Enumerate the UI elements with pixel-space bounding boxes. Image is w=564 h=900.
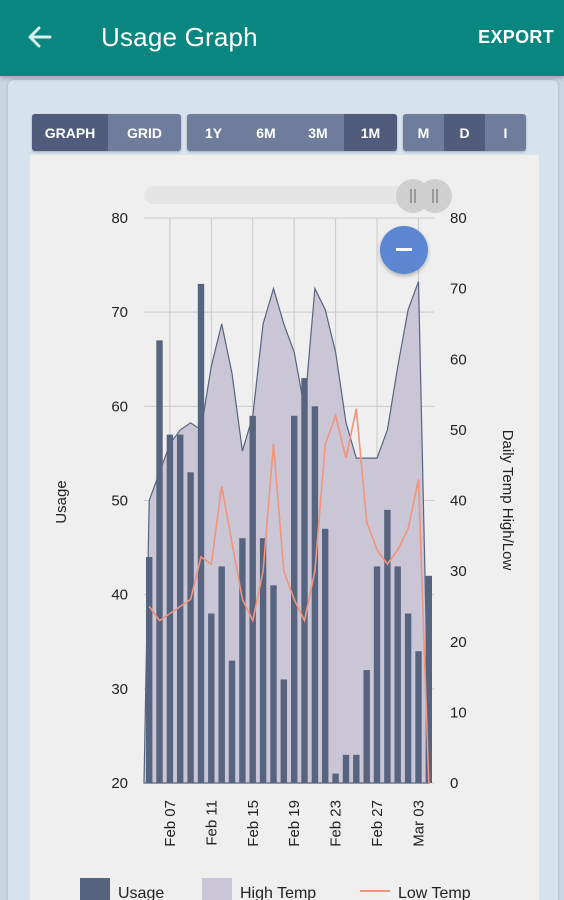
usage-bar [249,415,256,784]
back-button[interactable] [20,18,60,58]
y2-tick-label: 80 [450,210,467,227]
x-tick-label: Mar 03 [410,800,427,847]
usage-bar [259,538,267,783]
drag-handle-icon [432,189,438,203]
low-temp-line [148,408,430,784]
y2-tick-label: 0 [450,775,458,792]
y-tick-label: 70 [111,304,128,321]
usage-bar [353,754,360,784]
view-graph-button[interactable]: GRAPH [32,114,108,151]
interval-toggle: M D I [403,114,526,151]
interval-interval-button[interactable]: I [503,124,508,141]
interval-month-button[interactable]: M [417,124,430,141]
usage-bar [301,378,308,783]
high-temp-area [143,281,430,784]
y2-tick-label: 30 [450,563,467,580]
x-tick-label: Feb 15 [245,800,262,847]
range-slider-track[interactable] [144,186,444,204]
y-axis-title: Usage [53,480,70,523]
y-tick-label: 60 [111,398,128,415]
usage-swatch [80,878,110,900]
x-tick-label: Feb 27 [369,800,386,847]
legend-label-high-temp: High Temp [240,885,317,900]
range-1y-button[interactable]: 1Y [204,124,223,141]
drag-handle-icon [410,189,416,203]
low-temp-line-path [148,408,430,784]
y-tick-label: 40 [111,587,128,604]
usage-bar [322,528,329,784]
y-axis-left: 20 30 40 50 60 70 80 [111,210,128,792]
view-grid-button[interactable]: GRID [127,124,162,141]
y-tick-label: 30 [111,681,128,698]
high-temp-swatch [202,878,232,900]
y2-tick-label: 60 [450,351,467,368]
y-tick-label: 20 [111,775,128,792]
y2-tick-label: 50 [450,422,467,439]
usage-bar [270,585,277,784]
usage-bar [425,575,432,783]
usage-bar [187,472,194,784]
view-toggle: GRAPH GRID [32,114,181,151]
usage-bar [208,613,215,783]
x-tick-label: Feb 23 [328,800,345,847]
y2-tick-label: 10 [450,704,467,721]
y2-tick-label: 70 [450,281,467,298]
usage-bar [156,340,163,783]
x-tick-label: Feb 11 [203,800,220,846]
range-1m-button[interactable]: 1M [344,114,397,151]
arrow-left-icon [28,26,52,48]
range-3m-button[interactable]: 3M [308,124,328,141]
export-button[interactable]: EXPORT [478,27,554,47]
minus-icon [396,248,412,251]
usage-bar [146,557,153,783]
high-temp-area-shape [143,281,430,784]
usage-bar [218,566,225,783]
x-axis: Feb 07 Feb 11 Feb 15 Feb 19 Feb 23 Feb 27 Mar … [162,800,428,847]
y2-tick-label: 20 [450,634,467,651]
usage-bar [342,754,350,784]
usage-bar [394,566,401,783]
usage-bar [363,670,370,783]
usage-bar [197,283,205,783]
app-bar: Usage Graph EXPORT [0,0,564,76]
y2-tick-label: 40 [450,493,467,510]
legend-label-usage: Usage [118,885,165,900]
y-tick-label: 50 [111,493,128,510]
range-slider-end-handle[interactable] [418,179,452,213]
usage-bar [404,613,412,783]
usage-bar [384,509,391,783]
y-axis-right: 0 10 20 30 40 50 60 70 80 [450,210,467,792]
usage-bar [373,566,381,783]
usage-bar [177,434,184,783]
usage-bar [280,679,287,783]
y2-axis-title: Daily Temp High/Low [499,430,516,571]
x-tick-label: Feb 07 [162,800,179,847]
range-6m-button[interactable]: 6M [256,124,276,141]
zoom-out-button[interactable] [380,226,428,274]
interval-day-button[interactable]: D [444,114,485,151]
usage-bar [311,406,319,783]
usage-bar [239,538,246,783]
usage-bar [166,434,174,783]
page-title: Usage Graph [101,22,258,52]
range-toggle: 1Y 6M 3M 1M [187,114,397,151]
usage-bar [228,660,236,783]
legend-label-low-temp: Low Temp [398,885,471,900]
x-tick-label: Feb 19 [286,800,303,847]
usage-bar [415,651,422,783]
usage-bar [332,773,339,783]
low-temp-swatch [360,890,390,892]
y-tick-label: 80 [111,210,128,227]
